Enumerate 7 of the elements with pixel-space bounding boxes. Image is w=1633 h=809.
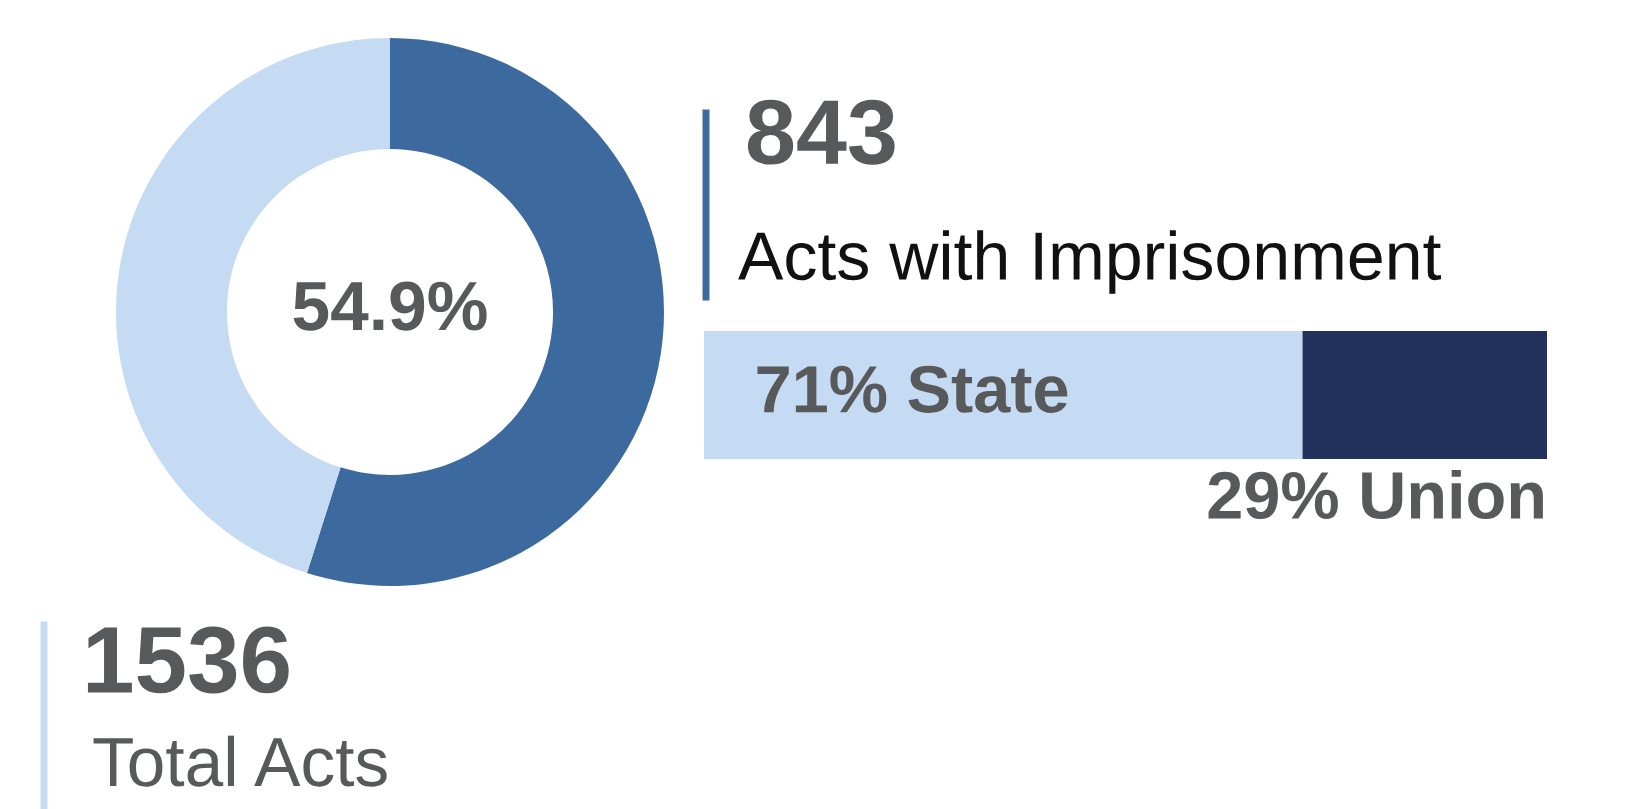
text: Total Acts xyxy=(93,735,387,787)
text: 1536 xyxy=(87,626,289,694)
text: 843 xyxy=(747,99,895,165)
data-label: 71% State xyxy=(757,365,1068,413)
data-label: 29% Union xyxy=(1208,470,1543,520)
data-label: 54.9% xyxy=(293,281,487,331)
text: Acts with Imprisonment xyxy=(738,230,1441,294)
